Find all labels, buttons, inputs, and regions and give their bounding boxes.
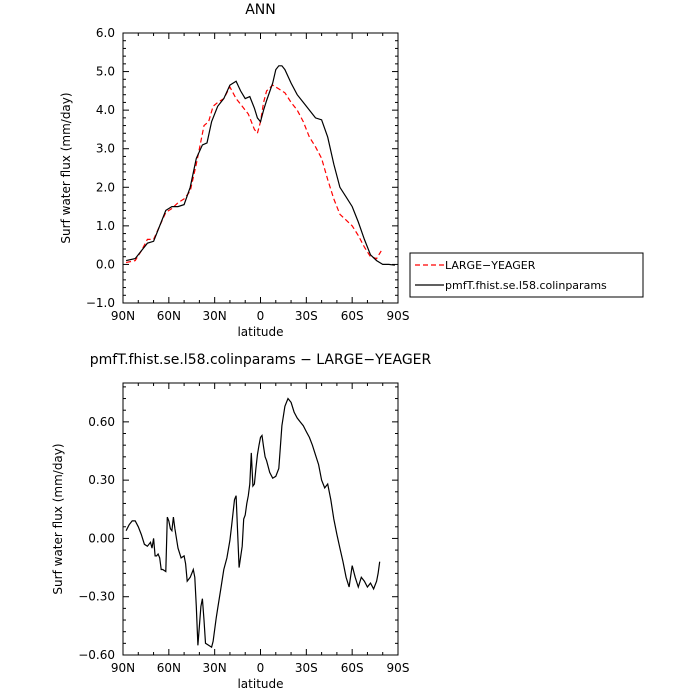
x-axis-label: latitude	[237, 325, 283, 339]
y-axis-label: Surf water flux (mm/day)	[51, 443, 65, 594]
chart-title: pmfT.fhist.se.l58.colinparams − LARGE−YE…	[90, 352, 432, 368]
x-tick-label: 60N	[157, 309, 181, 323]
x-tick-label: 0	[257, 661, 265, 675]
x-tick-label: 0	[257, 309, 265, 323]
plot-frame	[122, 32, 399, 304]
chart-title: ANN	[245, 2, 276, 18]
series-line-2	[125, 65, 395, 266]
legend-label: pmfT.fhist.se.l58.colinparams	[445, 279, 607, 292]
series-line-1	[125, 84, 382, 264]
y-axis-label: Surf water flux (mm/day)	[59, 92, 73, 243]
y-tick-label: −0.60	[78, 648, 115, 662]
legend-label: LARGE−YEAGER	[445, 259, 536, 272]
y-tick-label: 5.0	[96, 65, 115, 79]
y-tick-label: 0.60	[88, 415, 115, 429]
x-tick-label: 60N	[157, 661, 181, 675]
y-tick-label: 0.0	[96, 257, 115, 271]
y-tick-label: 6.0	[96, 26, 115, 40]
x-tick-label: 60S	[341, 661, 364, 675]
x-tick-label: 60S	[341, 309, 364, 323]
y-tick-label: −1.0	[86, 296, 115, 310]
x-tick-label: 90N	[111, 309, 135, 323]
x-tick-label: 30N	[203, 309, 227, 323]
y-tick-label: 1.0	[96, 219, 115, 233]
y-tick-label: 3.0	[96, 142, 115, 156]
chart-panel-1: ANN 90N 60N 30N 0 30S 60S 90S −1.0 0.0 1.0 2.0 3.0 4.…	[59, 2, 644, 339]
series-line-1	[125, 397, 381, 649]
legend-box	[409, 252, 644, 298]
chart-panel-2: pmfT.fhist.se.l58.colinparams − LARGE−YE…	[51, 352, 432, 691]
x-tick-label: 30S	[295, 309, 318, 323]
y-tick-label: 4.0	[96, 103, 115, 117]
x-tick-label: 30N	[203, 661, 227, 675]
legend: LARGE−YEAGER pmfT.fhist.se.l58.colinparam…	[409, 252, 644, 298]
y-tick-label: 0.00	[88, 531, 115, 545]
x-axis-label: latitude	[237, 677, 283, 691]
y-tick-label: 2.0	[96, 180, 115, 194]
plot-frame	[122, 382, 399, 656]
x-tick-label: 90S	[387, 309, 410, 323]
x-tick-label: 90N	[111, 661, 135, 675]
x-tick-label: 90S	[387, 661, 410, 675]
x-tick-label: 30S	[295, 661, 318, 675]
y-tick-label: 0.30	[88, 473, 115, 487]
y-tick-label: −0.30	[78, 590, 115, 604]
